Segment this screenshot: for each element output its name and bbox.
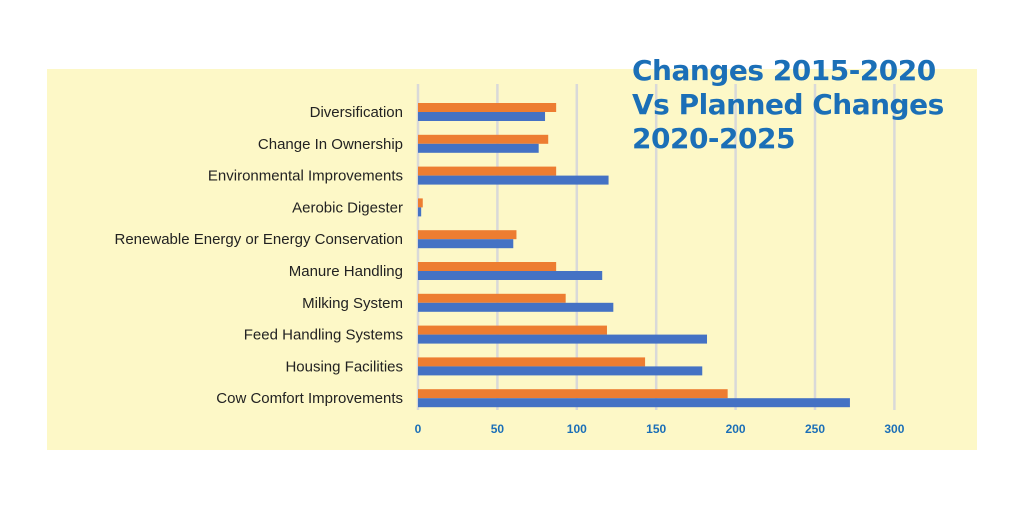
category-label-9: Cow Comfort Improvements: [216, 390, 403, 407]
chart-panel: [47, 69, 977, 450]
x-tick-label-50: 50: [491, 422, 505, 436]
x-tick-label-0: 0: [415, 422, 422, 436]
bar-series1-5: [418, 262, 557, 271]
bar-series2-5: [418, 271, 603, 280]
category-label-0: Diversification: [310, 104, 403, 121]
x-tick-label-200: 200: [726, 422, 746, 436]
category-label-6: Milking System: [302, 295, 403, 312]
bar-series2-7: [418, 334, 708, 344]
category-label-1: Change In Ownership: [258, 136, 403, 153]
bar-series1-3: [418, 198, 423, 208]
bar-series2-6: [418, 302, 614, 312]
bar-series2-3: [418, 207, 422, 217]
bar-series1-4: [418, 230, 517, 240]
bar-series1-0: [418, 103, 557, 112]
chart-title-line-3: 2020-2025: [632, 122, 795, 155]
x-tick-label-300: 300: [884, 422, 904, 436]
chart-title-line-1: Changes 2015-2020: [632, 54, 936, 87]
x-tick-label-250: 250: [805, 422, 825, 436]
category-label-5: Manure Handling: [289, 263, 403, 280]
bar-series1-8: [418, 357, 646, 367]
bar-series1-7: [418, 325, 607, 335]
chart-title: Changes 2015-2020 Vs Planned Changes 202…: [632, 54, 992, 156]
chart-title-line-2: Vs Planned Changes: [632, 88, 944, 121]
category-label-8: Housing Facilities: [285, 358, 403, 375]
category-label-3: Aerobic Digester: [292, 199, 403, 216]
category-label-7: Feed Handling Systems: [244, 327, 403, 344]
bar-series1-2: [418, 166, 557, 176]
bar-series2-8: [418, 366, 703, 376]
category-label-2: Environmental Improvements: [208, 168, 403, 185]
x-tick-label-100: 100: [567, 422, 587, 436]
bar-series1-9: [418, 389, 728, 399]
category-label-4: Renewable Energy or Energy Conservation: [115, 231, 404, 248]
bar-series2-1: [418, 143, 539, 153]
bar-series2-0: [418, 112, 546, 121]
bar-series2-9: [418, 398, 850, 408]
bars: [418, 103, 850, 408]
x-axis-tick-labels: 0 50 100 150 200 250 300: [415, 422, 905, 436]
bar-series1-6: [418, 293, 566, 303]
category-labels: Diversification Change In Ownership Enviro…: [115, 104, 404, 407]
x-tick-label-150: 150: [646, 422, 666, 436]
bar-series2-2: [418, 175, 609, 185]
bar-series2-4: [418, 239, 514, 249]
bar-series1-1: [418, 134, 549, 144]
